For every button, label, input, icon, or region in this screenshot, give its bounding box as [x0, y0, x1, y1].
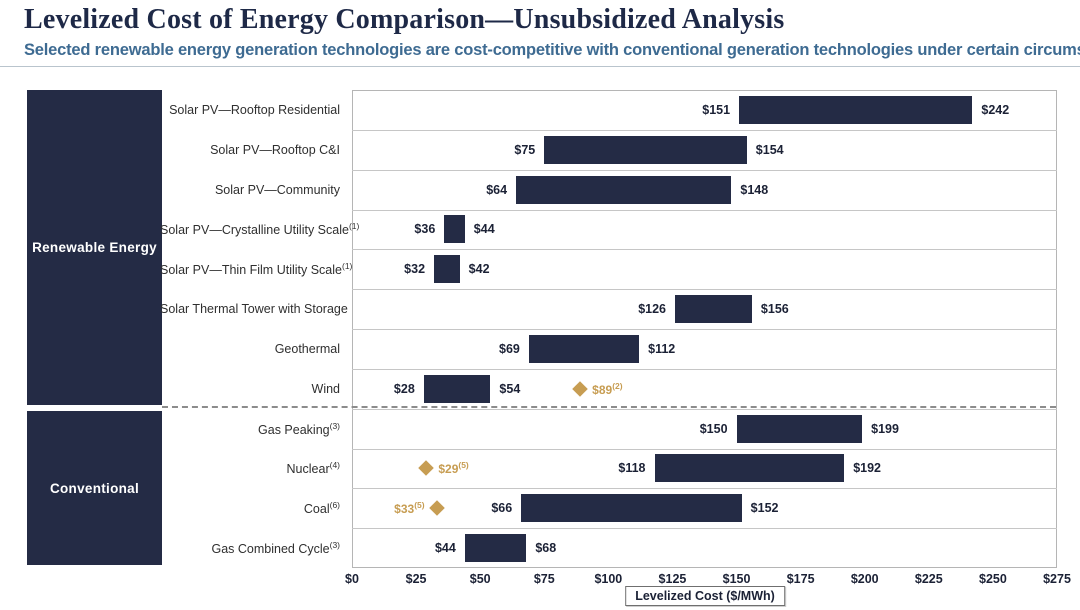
row-label-gas-peaking: Gas Peaking(3) — [258, 420, 340, 437]
row-label-solar-thermal-tower-with-storage: Solar Thermal Tower with Storage — [160, 302, 348, 317]
bar-min-value: $75 — [514, 142, 536, 157]
row-gridline — [352, 448, 1057, 450]
range-bar — [434, 255, 460, 284]
row-gridline — [352, 528, 1057, 530]
row-gridline — [352, 368, 1057, 370]
range-bar — [516, 175, 732, 204]
row-label-solar-pv-community: Solar PV—Community — [214, 182, 340, 197]
x-axis-tick: $125 — [658, 572, 687, 586]
section-label-renewable-text: Renewable Energy — [32, 240, 157, 255]
range-bar — [464, 534, 527, 563]
x-axis-tick: $200 — [850, 572, 879, 586]
bar-max-value: $154 — [755, 142, 784, 157]
bar-min-value: $64 — [486, 182, 508, 197]
bar-max-value: $242 — [981, 102, 1010, 117]
bar-max-value: $152 — [750, 501, 779, 516]
x-axis-tick: $25 — [405, 572, 427, 586]
range-bar — [739, 95, 973, 124]
bar-min-value: $28 — [393, 381, 415, 396]
diamond-value: $33(5) — [394, 500, 425, 517]
bar-max-value: $112 — [648, 341, 676, 356]
row-gridline — [352, 249, 1057, 251]
row-label-geothermal: Geothermal — [274, 341, 340, 356]
row-gridline — [352, 408, 1057, 410]
bar-min-value: $32 — [404, 262, 426, 277]
x-axis-tick: $50 — [469, 572, 491, 586]
bar-min-value: $36 — [414, 222, 436, 237]
bar-max-value: $156 — [760, 302, 789, 317]
range-bar — [736, 414, 863, 443]
x-axis-tick: $250 — [979, 572, 1007, 586]
bar-max-value: $54 — [499, 381, 521, 396]
range-bar — [444, 215, 465, 244]
bar-max-value: $192 — [853, 461, 882, 476]
row-label-solar-pv-rooftop-residential: Solar PV—Rooftop Residential — [169, 102, 340, 117]
bar-max-value: $199 — [871, 421, 899, 436]
diamond-value: $89(2) — [592, 380, 623, 397]
row-label-wind: Wind — [311, 381, 340, 396]
x-axis-tick: $225 — [914, 572, 943, 586]
range-bar — [675, 295, 752, 324]
x-axis-tick: $0 — [345, 572, 359, 586]
bar-min-value: $150 — [699, 421, 728, 436]
section-label-conventional: Conventional — [27, 411, 162, 565]
row-label-solar-pv-rooftop-c-i: Solar PV—Rooftop C&I — [210, 142, 340, 157]
x-axis-tick: $150 — [722, 572, 751, 586]
x-axis-title: Levelized Cost ($/MWh) — [625, 586, 785, 606]
x-axis-tick: $275 — [1043, 572, 1071, 586]
diamond-value: $29(5) — [438, 460, 469, 477]
bar-min-value: $151 — [702, 102, 731, 117]
bar-max-value: $42 — [468, 262, 490, 277]
row-gridline — [352, 169, 1057, 171]
row-label-solar-pv-crystalline-utility-scale: Solar PV—Crystalline Utility Scale(1) — [160, 221, 360, 238]
row-label-nuclear: Nuclear(4) — [286, 460, 340, 477]
x-axis-tick: $100 — [594, 572, 623, 586]
row-gridline — [352, 209, 1057, 211]
row-label-solar-pv-thin-film-utility-scale: Solar PV—Thin Film Utility Scale(1) — [160, 261, 353, 278]
range-bar — [423, 374, 491, 403]
row-gridline — [352, 488, 1057, 490]
row-gridline — [352, 129, 1057, 131]
bar-min-value: $69 — [499, 341, 520, 356]
bar-max-value: $148 — [740, 182, 769, 197]
row-gridline — [352, 289, 1057, 291]
bar-max-value: $44 — [473, 222, 495, 237]
header-divider — [0, 66, 1080, 67]
bar-max-value: $68 — [535, 541, 557, 556]
renewable-conventional-divider — [162, 406, 1056, 408]
bar-min-value: $118 — [618, 461, 646, 476]
x-axis-tick: $175 — [786, 572, 815, 586]
range-bar — [528, 334, 640, 363]
range-bar — [654, 454, 845, 483]
section-label-conventional-text: Conventional — [49, 480, 140, 496]
range-bar — [521, 494, 742, 523]
bar-min-value: $126 — [638, 302, 667, 317]
page-title: Levelized Cost of Energy Comparison—Unsu… — [24, 4, 785, 35]
bar-min-value: $66 — [491, 501, 513, 516]
bar-min-value: $44 — [434, 541, 456, 556]
row-label-gas-combined-cycle: Gas Combined Cycle(3) — [211, 540, 341, 557]
row-label-coal: Coal(6) — [303, 500, 340, 517]
section-label-renewable-energy: Renewable Energy — [27, 90, 162, 405]
row-gridline — [352, 329, 1057, 330]
page-subtitle: Selected renewable energy generation tec… — [24, 41, 1080, 59]
range-bar — [544, 135, 747, 164]
x-axis-tick: $75 — [533, 572, 555, 586]
